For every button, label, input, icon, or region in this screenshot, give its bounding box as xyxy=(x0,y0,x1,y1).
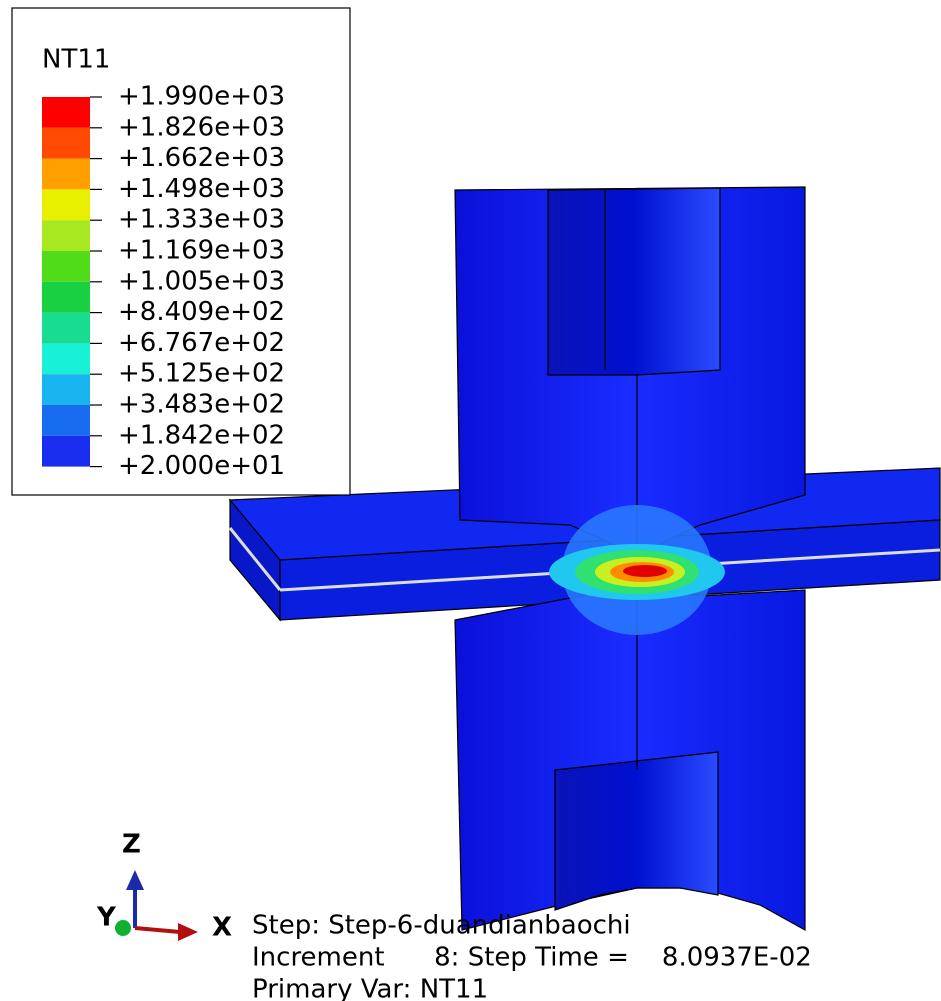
legend-swatch xyxy=(42,405,90,436)
model xyxy=(228,186,941,932)
legend-swatch xyxy=(42,251,90,282)
legend-label: +1.990e+03 xyxy=(118,82,285,112)
legend-swatch xyxy=(42,312,90,344)
triad-x: X xyxy=(212,913,232,943)
legend-swatch xyxy=(42,97,90,128)
legend-swatch xyxy=(42,220,90,251)
legend-label: +1.169e+03 xyxy=(118,236,285,266)
legend-swatch xyxy=(42,343,90,375)
legend-label: +1.005e+03 xyxy=(118,266,285,296)
status: Step: Step-6-duandianbaochi Increment 8:… xyxy=(252,911,812,1001)
legend-label: +1.498e+03 xyxy=(118,174,285,204)
legend-label: +3.483e+02 xyxy=(118,390,285,420)
legend-swatch xyxy=(42,127,90,159)
legend-swatch xyxy=(42,281,90,313)
legend-label: +8.409e+02 xyxy=(118,297,285,327)
legend-label: +1.826e+03 xyxy=(118,112,285,142)
step-text: Step: Step-6-duandianbaochi xyxy=(252,911,631,941)
triad-z: Z xyxy=(122,830,141,860)
legend-swatch xyxy=(42,158,90,190)
legend-label: +1.662e+03 xyxy=(118,143,285,173)
legend-title: NT11 xyxy=(42,45,110,75)
primary-var-text: Primary Var: NT11 xyxy=(252,975,488,1001)
triad: Z Y X xyxy=(96,830,232,943)
legend-swatch xyxy=(42,189,90,221)
legend-label: +1.333e+03 xyxy=(118,205,285,235)
legend-label: +2.000e+01 xyxy=(118,451,285,481)
legend-label: +5.125e+02 xyxy=(118,359,285,389)
legend: NT11 +1.990e+03+1.826e+03+1.662e+03+1.49… xyxy=(11,7,351,496)
legend-swatch xyxy=(42,374,90,405)
legend-label: +6.767e+02 xyxy=(118,328,285,358)
legend-swatch xyxy=(42,435,90,467)
increment-text: Increment 8: Step Time = 8.0937E-02 xyxy=(252,943,812,973)
legend-label: +1.842e+02 xyxy=(118,420,285,450)
triad-y: Y xyxy=(96,903,117,933)
